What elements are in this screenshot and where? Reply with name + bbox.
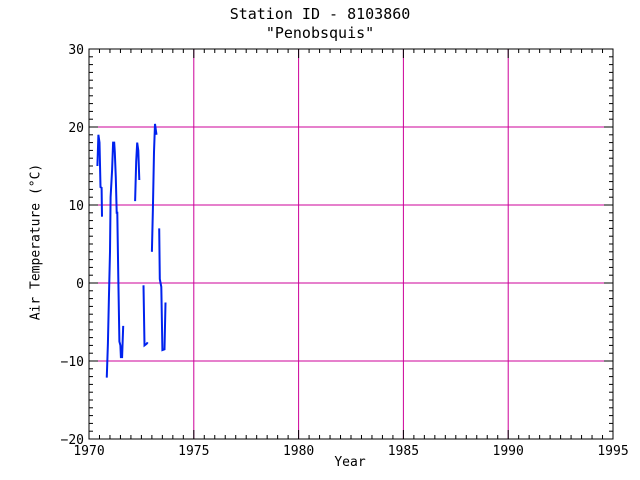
x-axis-tick-labels: 1970 1975 1980 1985 1990 1995 — [73, 444, 628, 459]
series-line — [150, 123, 158, 252]
x-tick-label: 1985 — [388, 444, 419, 459]
x-tick-label: 1975 — [178, 444, 209, 459]
grid-lines — [89, 49, 613, 439]
y-tick-label: −10 — [61, 355, 84, 370]
y-tick-label: 0 — [76, 277, 84, 292]
y-axis-tick-labels: −20 −10 0 10 20 30 — [61, 43, 84, 448]
series-line — [105, 141, 125, 378]
x-axis-label: Year — [334, 455, 366, 470]
x-tick-label: 1970 — [73, 444, 104, 459]
series-line — [134, 142, 141, 202]
y-tick-label: 30 — [68, 43, 84, 58]
x-tick-label: 1995 — [597, 444, 628, 459]
series-line — [96, 134, 103, 217]
chart-title: Station ID - 8103860 — [229, 5, 411, 23]
series-line — [158, 228, 167, 352]
y-tick-label: −20 — [61, 433, 84, 448]
y-tick-label: 10 — [68, 199, 84, 214]
series-layer — [96, 123, 167, 378]
plot-frame — [88, 48, 614, 440]
chart-subtitle: "Penobsquis" — [265, 24, 375, 42]
axis-ticks — [88, 48, 614, 440]
x-tick-label: 1980 — [283, 444, 314, 459]
y-tick-label: 20 — [68, 121, 84, 136]
y-axis-label: Air Temperature (°C) — [28, 163, 44, 321]
series-line — [142, 285, 149, 348]
x-tick-label: 1990 — [493, 444, 524, 459]
